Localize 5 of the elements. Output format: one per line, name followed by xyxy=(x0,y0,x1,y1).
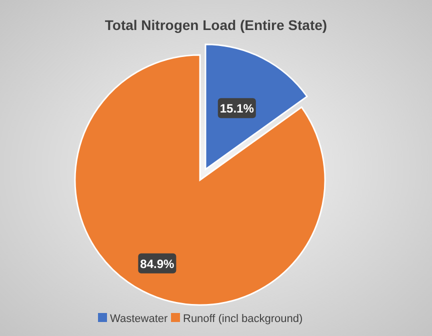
chart-title: Total Nitrogen Load (Entire State) xyxy=(104,17,328,33)
slice-label: Runoff (incl background) xyxy=(183,313,303,325)
data-label: 15.1% xyxy=(220,102,254,116)
legend-label: Wastewater xyxy=(110,313,168,325)
data-label: 84.9% xyxy=(140,256,175,271)
